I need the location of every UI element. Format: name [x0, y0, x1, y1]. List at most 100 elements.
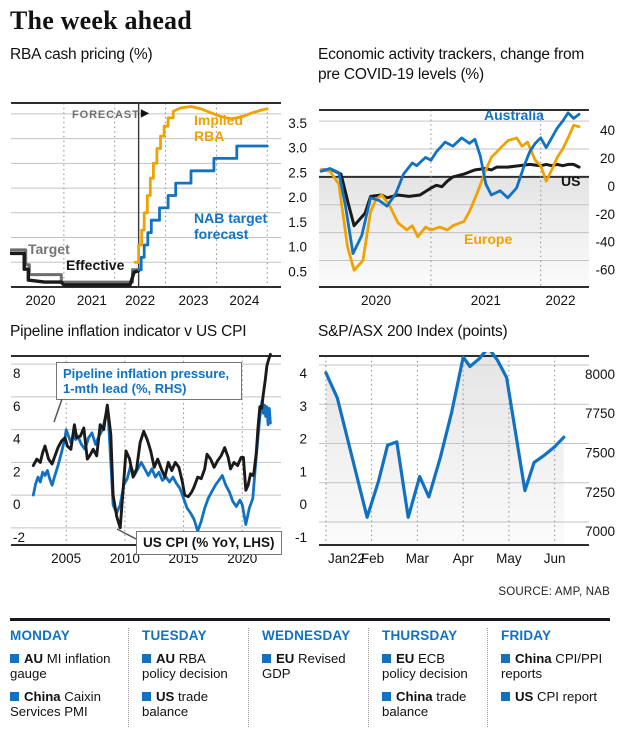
svg-text:3.5: 3.5	[288, 116, 307, 131]
svg-text:Jun: Jun	[544, 551, 566, 566]
effective-series-label: Effective	[66, 257, 125, 273]
svg-text:7000: 7000	[585, 524, 615, 539]
bullet-square-icon	[501, 691, 510, 701]
nab-target-forecast-series-label: NAB target forecast	[194, 210, 268, 242]
calendar-day-header: MONDAY	[10, 628, 70, 643]
svg-text:2.5: 2.5	[288, 165, 307, 180]
svg-text:-2: -2	[13, 530, 25, 545]
pipeline-callout-box: Pipeline inflation pressure, 1-mth lead …	[56, 362, 242, 401]
bullet-square-icon	[382, 691, 391, 701]
bullet-square-icon	[142, 654, 151, 663]
svg-text:Mar: Mar	[406, 551, 430, 566]
chart-title-economic-activity: Economic activity trackers, change from …	[318, 46, 585, 83]
calendar-day-header: FRIDAY	[501, 628, 552, 643]
chart-title-pipeline-inflation: Pipeline inflation indicator v US CPI	[10, 323, 247, 340]
svg-text:3.0: 3.0	[288, 141, 307, 156]
uscpi-callout-box: US CPI (% YoY, LHS)	[136, 531, 282, 555]
calendar-day-thursday: THURSDAY EU ECB policy decision China trad…	[368, 628, 487, 727]
calendar-day-friday: FRIDAY China CPI/PPI reports US CPI report	[487, 628, 610, 727]
calendar-item: AU MI inflation gauge	[10, 651, 111, 682]
svg-text:2024: 2024	[229, 293, 260, 308]
svg-text:2020: 2020	[25, 293, 55, 308]
source-attribution: SOURCE: AMP, NAB	[498, 586, 610, 598]
calendar-day-header: THURSDAY	[382, 628, 458, 643]
forecast-arrow-icon: ▶	[141, 108, 149, 119]
svg-text:Jan22: Jan22	[328, 551, 365, 566]
calendar-item-region: US	[156, 688, 175, 704]
svg-text:2020: 2020	[227, 551, 257, 566]
svg-text:-20: -20	[595, 207, 615, 222]
calendar-item-region: China	[24, 688, 61, 704]
svg-text:2021: 2021	[471, 293, 501, 308]
calendar-day-wednesday: WEDNESDAY EU Revised GDP	[248, 628, 368, 727]
svg-text:Feb: Feb	[361, 551, 384, 566]
calendar-item: China CPI/PPI reports	[501, 651, 603, 682]
svg-text:40: 40	[600, 123, 615, 138]
svg-text:6: 6	[13, 399, 21, 414]
pipeline-inflation-chart: 4 3 2 1 0 -1 8 6 4 2 0 -2 2005 2010 2015 2020	[11, 352, 307, 566]
svg-text:8: 8	[13, 366, 21, 381]
calendar-item-region: EU	[276, 651, 295, 666]
economic-activity-chart: 40 20 0 -20 -40 -60 2020 2021 2022	[319, 109, 615, 308]
calendar-item: EU ECB policy decision	[382, 651, 468, 682]
calendar-day-header: TUESDAY	[142, 628, 207, 643]
us-series-label: US	[561, 173, 581, 189]
uscpi-callout-pointer	[116, 528, 137, 540]
bullet-square-icon	[142, 691, 151, 701]
svg-text:2.0: 2.0	[288, 190, 307, 205]
calendar-day-tuesday: TUESDAY AU RBA policy decision US trade ba…	[128, 628, 248, 727]
chart-title-asx200: S&P/ASX 200 Index (points)	[318, 323, 508, 340]
calendar-day-header: WEDNESDAY	[262, 628, 351, 643]
calendar-item: China Caixin Services PMI	[10, 688, 101, 720]
svg-text:Apr: Apr	[453, 551, 475, 566]
pipeline-callout-pointer	[53, 398, 63, 423]
chart-panel-economic-activity: Economic activity trackers, change from …	[318, 45, 618, 315]
svg-text:2: 2	[299, 432, 307, 447]
implied-rba-series-label: Implied RBA	[194, 112, 244, 144]
svg-text:0: 0	[299, 497, 307, 512]
calendar-item: China trade balance	[382, 688, 467, 720]
chart-panel-pipeline-inflation: Pipeline inflation indicator v US CPI 4 3…	[10, 322, 310, 592]
svg-text:7750: 7750	[585, 406, 615, 421]
svg-text:2: 2	[13, 464, 21, 479]
svg-text:7250: 7250	[585, 485, 615, 500]
svg-text:0: 0	[13, 497, 21, 512]
svg-text:2022: 2022	[125, 293, 155, 308]
svg-text:2010: 2010	[110, 551, 140, 566]
chart-title-rba: RBA cash pricing (%)	[10, 46, 153, 63]
svg-text:2023: 2023	[179, 293, 209, 308]
calendar: MONDAY AU MI inflation gauge China Caixin …	[10, 618, 610, 727]
calendar-item-region: EU	[396, 651, 415, 666]
svg-text:3: 3	[299, 399, 307, 414]
svg-text:4: 4	[299, 366, 307, 381]
bullet-square-icon	[262, 654, 271, 663]
calendar-item-region: China	[396, 688, 433, 704]
svg-text:2022: 2022	[545, 293, 575, 308]
svg-text:2015: 2015	[169, 551, 199, 566]
svg-text:0: 0	[607, 179, 615, 194]
svg-text:May: May	[496, 551, 522, 566]
calendar-item: US CPI report	[501, 689, 604, 704]
calendar-item: AU RBA policy decision	[142, 651, 228, 682]
calendar-item-region: AU	[156, 651, 176, 666]
calendar-item-region: China	[515, 651, 552, 666]
bullet-square-icon	[10, 654, 19, 663]
bullet-square-icon	[10, 691, 19, 701]
europe-series-label: Europe	[464, 231, 513, 247]
svg-text:0.5: 0.5	[288, 264, 307, 279]
page-title: The week ahead	[10, 6, 192, 35]
svg-text:7500: 7500	[585, 446, 615, 461]
calendar-item: US trade balance	[142, 688, 209, 720]
rba-cash-pricing-chart: 3.5 3.0 2.5 2.0 1.5 1.0 0.5 2020 2021 2022 2023 202…	[10, 102, 307, 308]
australia-series-label: Australia	[484, 107, 544, 123]
calendar-item: EU Revised GDP	[262, 651, 346, 682]
bullet-square-icon	[382, 654, 391, 663]
svg-text:2005: 2005	[51, 551, 81, 566]
bullet-square-icon	[501, 654, 510, 663]
calendar-day-monday: MONDAY AU MI inflation gauge China Caixin …	[10, 628, 128, 727]
chart-panel-rba-cash-pricing: RBA cash pricing (%) 3.5 3.0 2.5 2.0 1.5 1.0 0…	[10, 45, 310, 315]
chart-panel-asx200: S&P/ASX 200 Index (points) 8000 7750 7500 7…	[318, 322, 618, 592]
calendar-item-region: US	[515, 688, 534, 704]
